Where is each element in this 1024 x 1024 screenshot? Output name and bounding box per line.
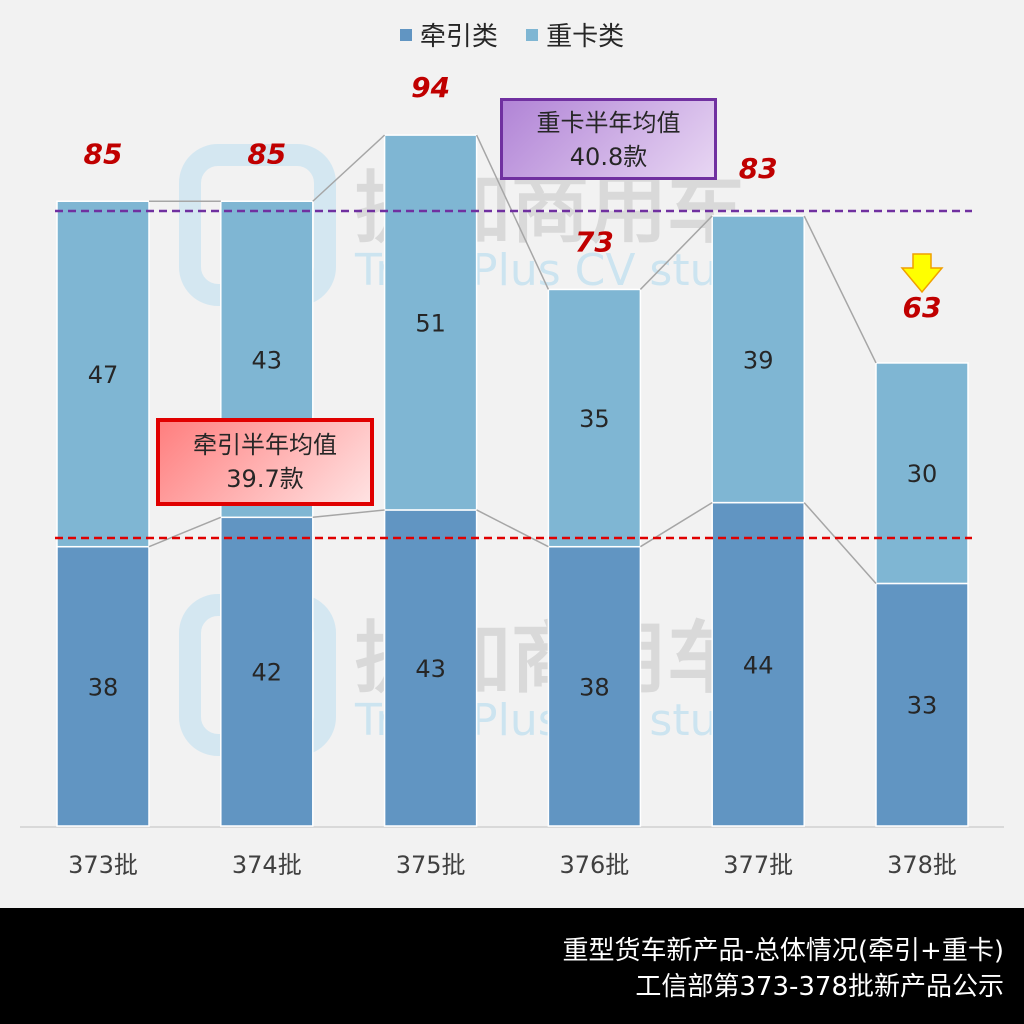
series-connector-line (312, 134, 386, 202)
bar-segment-heavy (56, 200, 150, 548)
bar-value-label: 43 (252, 346, 283, 374)
x-axis-tick-label: 375批 (396, 851, 466, 879)
callout-value: 40.8款 (569, 143, 648, 171)
x-axis-tick-label: 376批 (559, 851, 629, 879)
legend-item-heavy: 重卡类 (526, 16, 624, 53)
bar-value-label: 35 (579, 405, 610, 433)
bar-value-label: 38 (579, 673, 610, 701)
callout-title: 牵引半年均值 (193, 431, 337, 459)
bar-value-label: 43 (415, 655, 446, 683)
footer-title: 重型货车新产品-总体情况(牵引+重卡) (562, 936, 1004, 966)
series-connector-line (148, 516, 222, 548)
series-connector-line (803, 502, 877, 584)
footer-subtitle: 工信部第373-378批新产品公示 (635, 972, 1004, 1002)
bar-value-label: 39 (743, 346, 774, 374)
bar-segment-heavy (711, 215, 805, 504)
bar-value-label: 44 (743, 651, 774, 679)
bar-value-label: 38 (88, 673, 119, 701)
bar-segment-tractor (220, 516, 314, 827)
footer-banner: 重型货车新产品-总体情况(牵引+重卡) 工信部第373-378批新产品公示 (0, 908, 1024, 1024)
bar-value-label: 42 (252, 659, 283, 687)
series-connector-line (640, 501, 713, 548)
bar-segment-tractor (711, 501, 805, 827)
heavy-average-callout: 重卡半年均值 40.8款 (500, 98, 717, 180)
total-label: 85 (247, 137, 286, 170)
bar-segment-heavy (383, 134, 478, 511)
callout-value: 39.7款 (226, 465, 304, 493)
total-label: 83 (739, 152, 778, 185)
down-arrow-icon (900, 253, 944, 294)
total-label: 73 (575, 225, 614, 258)
x-axis-tick-label: 374批 (232, 851, 302, 879)
legend-item-tractor: 牵引类 (399, 16, 498, 53)
total-label: 94 (411, 71, 450, 104)
series-connector-line (476, 509, 549, 548)
chart-legend: 牵引类 重卡类 (0, 16, 1024, 53)
x-axis-tick-label: 377批 (723, 851, 793, 879)
bar-segment-tractor (875, 582, 969, 827)
bar-segment-tractor (547, 545, 642, 827)
series-connector-line (475, 134, 550, 290)
bar-value-label: 33 (907, 692, 938, 720)
legend-swatch-heavy (526, 28, 539, 41)
bar-value-label: 51 (415, 310, 446, 338)
x-axis-tick-label: 373批 (68, 851, 138, 879)
callout-title: 重卡半年均值 (536, 109, 681, 137)
total-label: 63 (903, 291, 942, 324)
series-connector-line (312, 509, 385, 519)
tractor-average-callout: 牵引半年均值 39.7款 (156, 418, 374, 506)
series-connector-line (803, 215, 877, 364)
legend-label: 牵引类 (419, 22, 498, 52)
bar-segment-heavy (547, 288, 642, 548)
series-connector-line (639, 215, 713, 290)
x-axis-tick-label: 378批 (887, 851, 957, 879)
bar-value-label: 30 (907, 460, 938, 488)
legend-swatch-tractor (399, 28, 412, 41)
total-label: 85 (84, 137, 123, 170)
bar-value-label: 47 (88, 361, 119, 389)
bar-segment-heavy (875, 362, 969, 585)
legend-label: 重卡类 (546, 22, 625, 52)
